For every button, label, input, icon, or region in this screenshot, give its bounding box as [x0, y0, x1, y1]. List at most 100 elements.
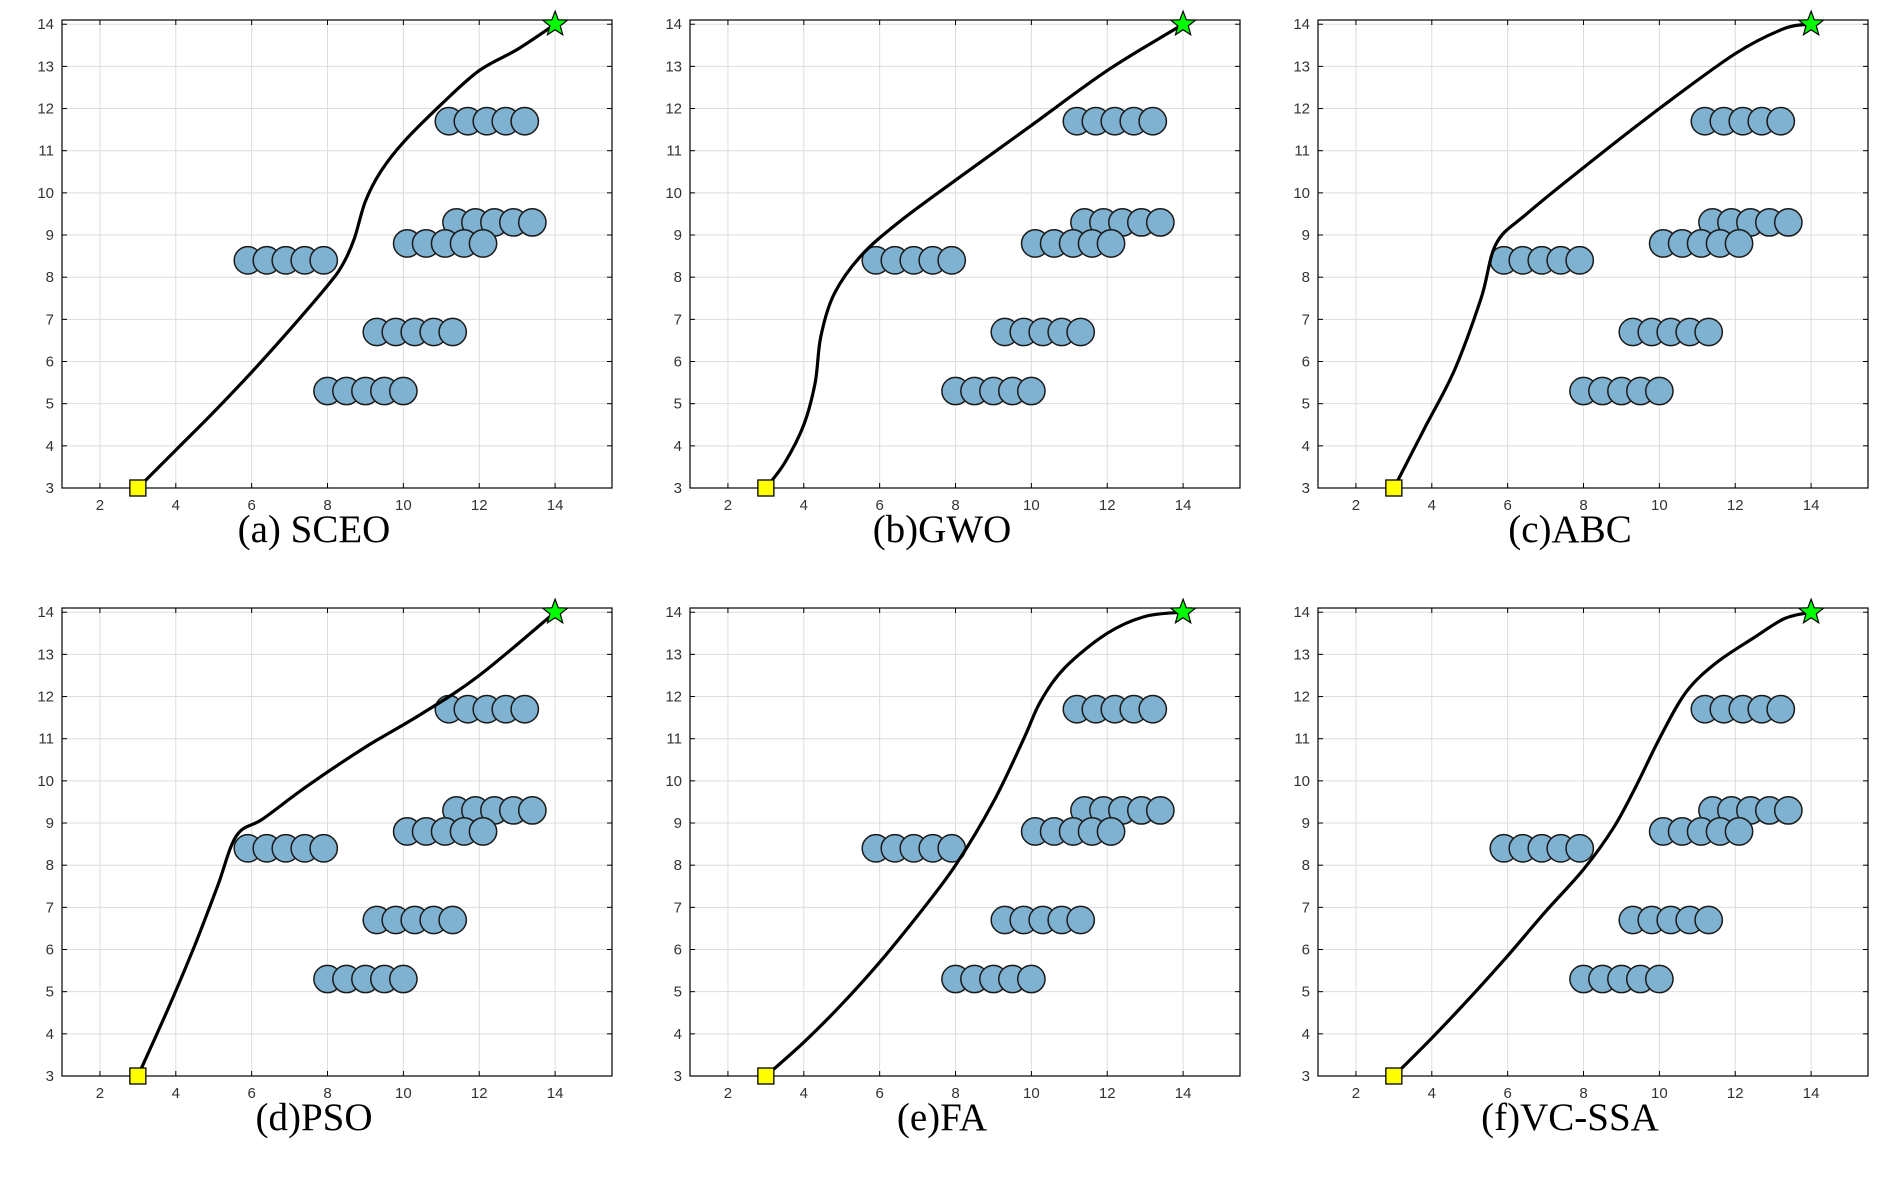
grid	[62, 20, 612, 489]
y-tick-label: 8	[46, 857, 54, 874]
y-tick-label: 12	[37, 689, 54, 706]
subplot-caption: (c)ABC	[1508, 508, 1632, 551]
obstacle-circle	[1724, 229, 1754, 258]
y-tick-label: 5	[674, 396, 682, 413]
plot-area	[1318, 608, 1868, 1076]
obstacle-circle	[1138, 106, 1168, 136]
obstacle-circle	[1066, 317, 1096, 347]
obstacles	[861, 106, 1175, 406]
x-tick-label: 12	[1099, 1085, 1116, 1102]
subplot-caption: (d)PSO	[255, 1096, 373, 1139]
obstacle-circle	[468, 229, 498, 258]
plot-area	[690, 20, 1240, 488]
plot-svg: 2 4 6 8 10 12 14 3 4 5 6 7 8 9 10 11 12 13 14	[665, 597, 1241, 1102]
plot-area	[62, 20, 612, 488]
y-tick-label: 11	[38, 731, 54, 748]
y-tick-label: 3	[674, 480, 682, 497]
obstacle-circle	[1766, 106, 1796, 136]
x-tick-label: 4	[1428, 1085, 1436, 1102]
x-tick-label: 10	[1023, 1085, 1040, 1102]
y-tick-label: 13	[1293, 646, 1310, 663]
x-tick-label: 12	[471, 1085, 488, 1102]
y-tick-label: 5	[674, 984, 682, 1001]
y-tick-label: 12	[1293, 689, 1310, 706]
subplot-caption: (e)FA	[896, 1096, 988, 1139]
y-tick-label: 12	[665, 101, 682, 118]
obstacles	[233, 106, 547, 406]
y-tick-label: 14	[1293, 16, 1310, 33]
subplot-fa: 2 4 6 8 10 12 14 3 4 5 6 7 8 9 10 11 12 13 14 (e)FA	[628, 588, 1256, 1176]
y-tick-label: 9	[1302, 227, 1310, 244]
plot-svg: 2 4 6 8 10 12 14 3 4 5 6 7 8 9 10 11 12 13 14	[37, 597, 613, 1102]
y-tick-label: 11	[1294, 143, 1310, 160]
x-tick-label: 6	[247, 1085, 255, 1102]
x-tick-label: 6	[1503, 1085, 1511, 1102]
obstacles	[1489, 694, 1803, 994]
obstacle-circle	[937, 245, 967, 275]
x-tick-label: 12	[1727, 497, 1744, 514]
y-tick-label: 3	[674, 1068, 682, 1085]
start-marker	[1385, 1067, 1403, 1085]
obstacles	[1489, 106, 1803, 406]
y-tick-label: 6	[674, 354, 682, 371]
obstacle-circle	[517, 795, 547, 825]
obstacle-circle	[1016, 376, 1046, 406]
y-tick-label: 14	[665, 16, 682, 33]
y-tick-label: 9	[1302, 815, 1310, 832]
y-tick-label: 6	[1302, 354, 1310, 371]
y-tick-label: 7	[1302, 311, 1310, 328]
obstacle-circle	[388, 964, 418, 994]
x-tick-label: 4	[1428, 497, 1436, 514]
plot-svg: 2 4 6 8 10 12 14 3 4 5 6 7 8 9 10 11 12 13 14	[1293, 597, 1869, 1102]
start-marker	[757, 479, 775, 497]
x-tick-label: 10	[1023, 497, 1040, 514]
obstacles	[861, 694, 1175, 994]
goal-star-marker	[1797, 9, 1826, 37]
x-tick-label: 10	[1651, 497, 1668, 514]
y-tick-label: 13	[37, 58, 54, 75]
obstacle-circle	[1766, 694, 1796, 724]
x-tick-label: 14	[1803, 1085, 1820, 1102]
x-tick-label: 12	[1727, 1085, 1744, 1102]
path-line	[1392, 610, 1813, 1078]
y-tick-label: 8	[674, 269, 682, 286]
y-tick-label: 5	[46, 984, 54, 1001]
y-tick-label: 4	[1302, 438, 1310, 455]
y-tick-label: 7	[1302, 899, 1310, 916]
y-tick-label: 8	[674, 857, 682, 874]
obstacle-circle	[309, 245, 339, 275]
y-tick-label: 12	[37, 101, 54, 118]
y-tick-label: 14	[1293, 604, 1310, 621]
obstacle-circle	[1096, 817, 1126, 846]
obstacle-circle	[468, 817, 498, 846]
x-tick-label: 8	[951, 497, 959, 514]
obstacle-circle	[1096, 229, 1126, 258]
obstacle-circle	[1724, 817, 1754, 846]
plot-area	[690, 608, 1240, 1076]
ticks: 2 4 6 8 10 12 14 3 4 5 6 7 8 9 10 11 12 13 14	[37, 16, 612, 514]
obstacle-circle	[1066, 905, 1096, 935]
y-tick-label: 13	[37, 646, 54, 663]
obstacle-circle	[1694, 317, 1724, 347]
y-tick-label: 10	[37, 185, 54, 202]
start-marker	[1385, 479, 1403, 497]
x-tick-label: 8	[1579, 1085, 1587, 1102]
y-tick-label: 14	[37, 16, 54, 33]
x-tick-label: 10	[1651, 1085, 1668, 1102]
x-tick-label: 2	[96, 1085, 104, 1102]
subplot-caption: (f)VC-SSA	[1481, 1096, 1659, 1139]
path-line	[136, 22, 557, 490]
y-tick-label: 14	[665, 604, 682, 621]
obstacles	[233, 694, 547, 994]
x-tick-label: 2	[1352, 497, 1360, 514]
x-tick-label: 4	[172, 1085, 180, 1102]
y-tick-label: 9	[46, 227, 54, 244]
x-tick-label: 2	[724, 497, 732, 514]
subplot-pso: 2 4 6 8 10 12 14 3 4 5 6 7 8 9 10 11 12 13 14 (d)PSO	[0, 588, 628, 1176]
y-tick-label: 10	[665, 773, 682, 790]
x-tick-label: 14	[1175, 1085, 1192, 1102]
y-tick-label: 11	[1294, 731, 1310, 748]
x-tick-label: 14	[1803, 497, 1820, 514]
y-tick-label: 12	[1293, 101, 1310, 118]
x-tick-label: 8	[951, 1085, 959, 1102]
